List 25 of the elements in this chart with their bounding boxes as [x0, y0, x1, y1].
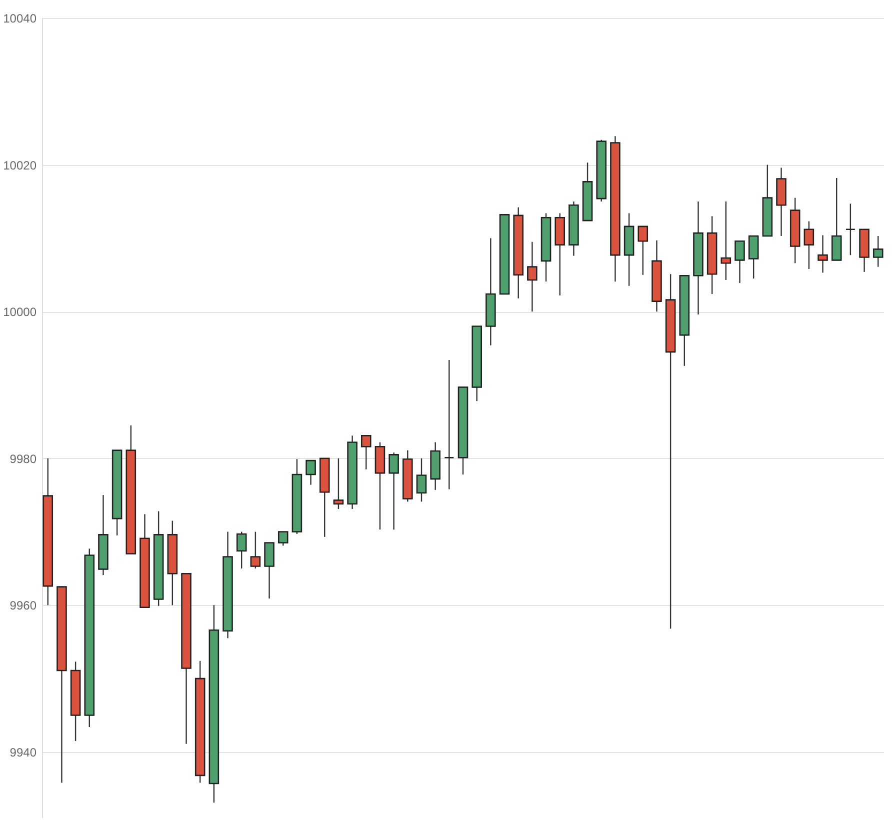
candlestick [333, 458, 344, 510]
y-tick-label: 9960 [10, 598, 37, 613]
candlestick [818, 234, 828, 274]
candlestick [416, 458, 427, 502]
candlestick [804, 220, 814, 270]
candlestick [236, 531, 247, 570]
y-tick-label: 10040 [3, 12, 37, 26]
candlestick [734, 240, 745, 284]
candlestick [748, 235, 759, 280]
candlestick [388, 452, 399, 530]
candlestick [720, 200, 732, 281]
candlestick [638, 226, 648, 276]
candlestick [278, 531, 288, 546]
candlestick [306, 460, 316, 486]
candlestick [444, 359, 454, 490]
candlestick [264, 542, 274, 600]
y-tick-label: 10020 [3, 158, 37, 172]
y-tick-label: 10000 [3, 305, 37, 320]
candlestick [250, 531, 261, 570]
candlestick [527, 241, 538, 312]
candlestick [360, 434, 372, 470]
y-tick-label: 9980 [10, 452, 37, 466]
y-tick-label: 9940 [10, 745, 37, 760]
candlestick [845, 203, 856, 256]
candlestick [872, 235, 884, 268]
